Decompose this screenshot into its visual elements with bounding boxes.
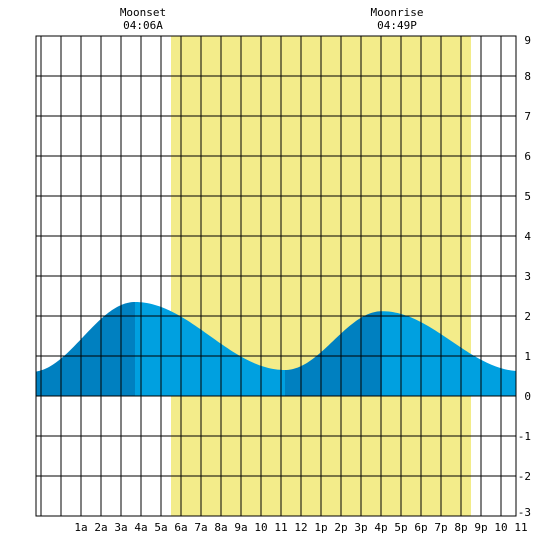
y-tick-label: 7 [524,110,531,123]
y-tick-label: 5 [524,190,531,203]
y-tick-label: 3 [524,270,531,283]
y-tick-label: -2 [518,470,531,483]
x-tick-label: 10 [494,521,507,534]
y-tick-label: 4 [524,230,531,243]
x-tick-label: 8a [214,521,227,534]
moon-event-title: Moonset [120,6,166,19]
moon-event-time: 04:06A [123,19,163,32]
y-tick-label: 2 [524,310,531,323]
y-tick-label: 1 [524,350,531,363]
x-tick-label: 10 [254,521,267,534]
x-tick-label: 11 [514,521,527,534]
x-tick-label: 2a [94,521,107,534]
x-tick-label: 1p [314,521,327,534]
x-tick-label: 11 [274,521,287,534]
x-tick-label: 2p [334,521,347,534]
falling-tide-segment [135,302,285,396]
x-tick-label: 7a [194,521,207,534]
moon-event-time: 04:49P [377,19,417,32]
x-tick-label: 6a [174,521,187,534]
falling-tide-segment [382,311,516,396]
x-tick-label: 3p [354,521,367,534]
x-tick-label: 8p [454,521,467,534]
x-tick-label: 12 [294,521,307,534]
y-tick-label: 6 [524,150,531,163]
y-tick-label: 0 [524,390,531,403]
y-tick-label: 8 [524,70,531,83]
y-tick-label: 9 [524,34,531,47]
x-tick-label: 6p [414,521,427,534]
x-tick-label: 4a [134,521,147,534]
plot-frame [35,35,517,517]
y-tick-label: -3 [518,506,531,519]
rising-tide-segment [285,311,382,396]
x-tick-label: 9p [474,521,487,534]
x-tick-label: 3a [114,521,127,534]
x-tick-label: 5p [394,521,407,534]
x-tick-label: 1a [74,521,87,534]
y-tick-label: -1 [518,430,531,443]
x-tick-label: 4p [374,521,387,534]
x-tick-label: 9a [234,521,247,534]
moon-event-title: Moonrise [371,6,424,19]
x-tick-label: 7p [434,521,447,534]
x-tick-label: 5a [154,521,167,534]
